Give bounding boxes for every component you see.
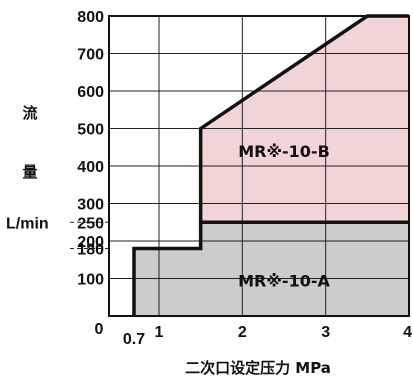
y-axis-title-char: 流 (22, 104, 37, 122)
x-tick-label: 0 (95, 321, 104, 338)
region-label: MR※-10-B (238, 142, 330, 161)
x-tick-label: 3 (321, 324, 330, 341)
y-tick-label: 600 (77, 84, 104, 101)
y-axis-title-char: 量 (22, 163, 37, 181)
series-line-b (198, 14, 409, 223)
y-tick-label: 250 (77, 215, 104, 232)
y-tick-label: 180 (77, 242, 104, 259)
area-a (134, 222, 409, 316)
area-b (200, 16, 409, 223)
x-tick-label: 0.7 (123, 331, 145, 348)
y-tick-label: 700 (77, 47, 104, 64)
region-label: MR※-10-A (238, 271, 330, 290)
x-tick-label: 2 (238, 324, 247, 341)
y-tick-label: 100 (77, 272, 104, 289)
y-tick-label: 200 (77, 234, 104, 251)
y-tick-label: 800 (77, 9, 104, 26)
y-tick-label: 300 (77, 197, 104, 214)
x-tick-label: 4 (403, 324, 412, 341)
y-tick-label: 500 (77, 122, 104, 139)
series-line-a (132, 220, 409, 316)
y-axis-unit: L/min (6, 215, 49, 232)
y-tick-label: 400 (77, 159, 104, 176)
plot-frame (108, 15, 410, 317)
x-tick-label: 1 (155, 324, 164, 341)
x-axis-title: 二次口设定压力 MPa (185, 359, 331, 377)
